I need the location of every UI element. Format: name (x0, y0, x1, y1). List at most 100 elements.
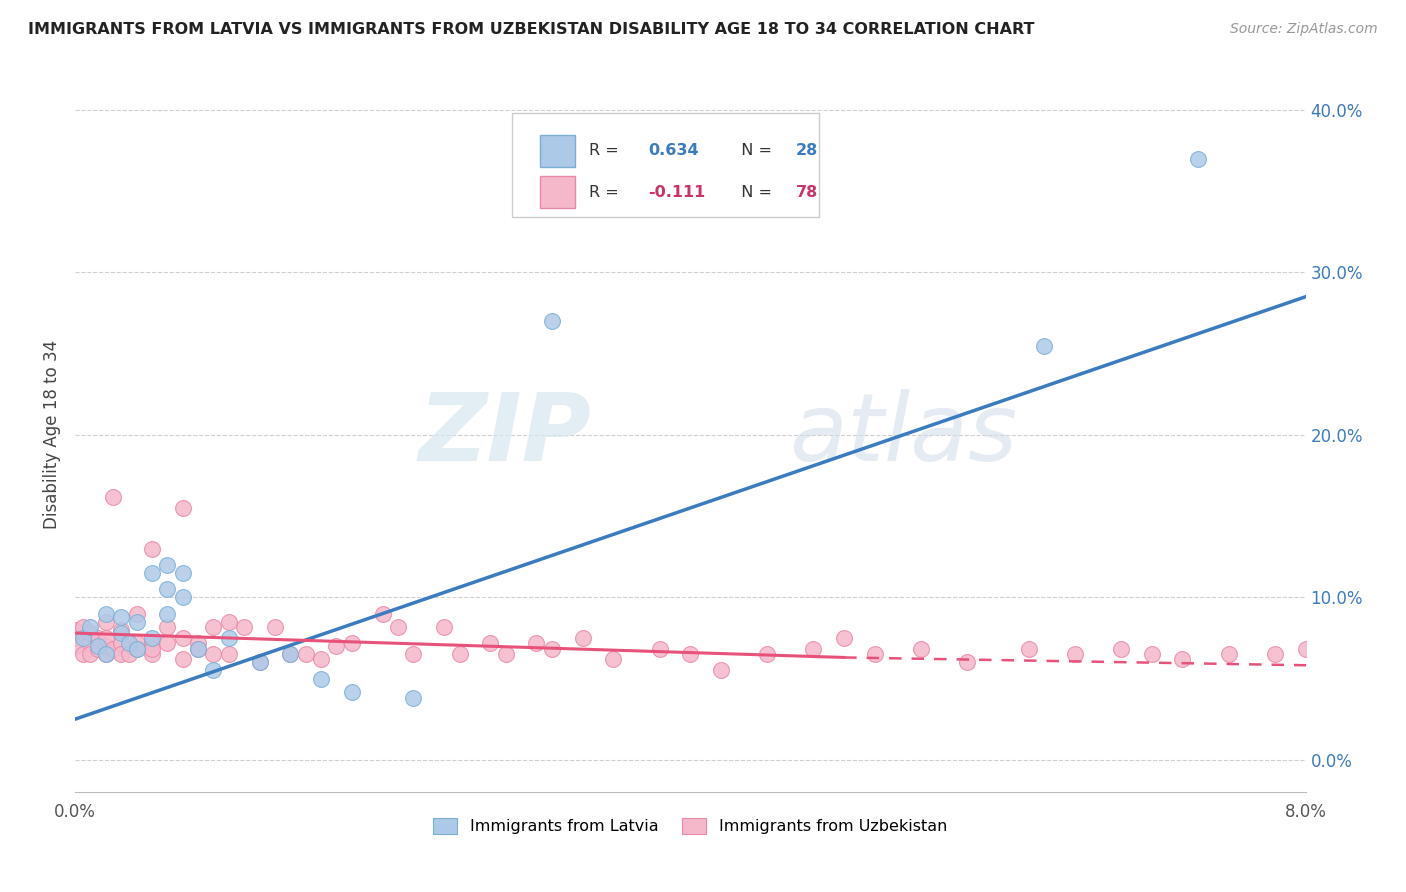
Point (172, 652, 194, 666)
Point (249, 656, 271, 670)
Text: ZIP: ZIP (419, 389, 592, 481)
Point (172, 591, 194, 605)
Point (63, 639, 86, 653)
Point (156, 582, 179, 597)
Point (1140, 647, 1163, 661)
Point (141, 541, 163, 556)
Point (187, 636, 209, 650)
Text: 28: 28 (796, 144, 818, 158)
Point (156, 619, 179, 633)
Point (125, 642, 148, 657)
Point (141, 631, 163, 645)
Point (141, 642, 163, 657)
Point (202, 619, 225, 633)
Point (103, 642, 125, 657)
Point (832, 631, 855, 645)
Point (1018, 642, 1040, 657)
Legend: Immigrants from Latvia, Immigrants from Uzbekistan: Immigrants from Latvia, Immigrants from … (433, 818, 948, 834)
Point (125, 607, 148, 621)
Y-axis label: Disability Age 18 to 34: Disability Age 18 to 34 (44, 341, 60, 530)
Point (340, 684, 363, 698)
Point (63, 623, 86, 637)
Point (309, 652, 332, 666)
Point (280, 647, 302, 661)
Point (79, 626, 101, 640)
Point (433, 619, 456, 633)
Point (1371, 642, 1393, 657)
Point (526, 636, 548, 650)
Point (402, 647, 425, 661)
Point (1187, 152, 1209, 166)
Point (264, 619, 287, 633)
Point (103, 490, 125, 504)
Point (402, 691, 425, 706)
Point (94, 615, 117, 629)
Point (94, 647, 117, 661)
Point (540, 642, 562, 657)
Point (72, 631, 94, 645)
Point (79, 619, 101, 633)
Text: 0.634: 0.634 (648, 144, 699, 158)
Bar (540, 135, 575, 167)
Point (1295, 642, 1317, 657)
Point (125, 642, 148, 657)
Point (540, 314, 562, 328)
Point (94, 639, 117, 653)
Point (94, 647, 117, 661)
Point (1063, 647, 1085, 661)
Point (187, 642, 209, 657)
Point (249, 656, 271, 670)
Point (141, 566, 163, 580)
Point (387, 619, 409, 633)
Text: atlas: atlas (789, 390, 1017, 481)
Point (72, 647, 94, 661)
Point (87, 639, 110, 653)
Point (125, 615, 148, 629)
Text: IMMIGRANTS FROM LATVIA VS IMMIGRANTS FROM UZBEKISTAN DISABILITY AGE 18 TO 34 COR: IMMIGRANTS FROM LATVIA VS IMMIGRANTS FRO… (28, 22, 1035, 37)
Point (602, 652, 624, 666)
Point (449, 647, 471, 661)
Point (218, 615, 240, 629)
Text: N =: N = (731, 144, 778, 158)
Point (63, 631, 86, 645)
Point (110, 610, 132, 624)
Point (1264, 647, 1286, 661)
Point (156, 636, 179, 650)
Point (371, 607, 394, 621)
Point (125, 636, 148, 650)
Point (87, 642, 110, 657)
Point (202, 647, 225, 661)
Point (648, 642, 671, 657)
Point (187, 642, 209, 657)
Point (156, 558, 179, 572)
Point (956, 656, 979, 670)
Point (309, 672, 332, 686)
Point (1033, 338, 1056, 352)
Point (340, 636, 363, 650)
Point (1218, 647, 1240, 661)
Point (863, 647, 886, 661)
FancyBboxPatch shape (512, 113, 820, 217)
Point (1171, 652, 1194, 666)
Point (571, 631, 593, 645)
Point (1324, 647, 1347, 661)
Point (110, 636, 132, 650)
Point (294, 647, 316, 661)
Point (172, 631, 194, 645)
Bar (540, 176, 575, 208)
Text: R =: R = (589, 144, 624, 158)
Point (172, 500, 194, 515)
Point (233, 619, 256, 633)
Text: -0.111: -0.111 (648, 185, 706, 200)
Text: 78: 78 (796, 185, 818, 200)
Point (910, 642, 932, 657)
Point (118, 636, 141, 650)
Point (94, 607, 117, 621)
Point (479, 636, 502, 650)
Point (110, 647, 132, 661)
Point (110, 623, 132, 637)
Point (801, 642, 824, 657)
Point (141, 636, 163, 650)
Point (218, 647, 240, 661)
Text: Source: ZipAtlas.com: Source: ZipAtlas.com (1230, 22, 1378, 37)
